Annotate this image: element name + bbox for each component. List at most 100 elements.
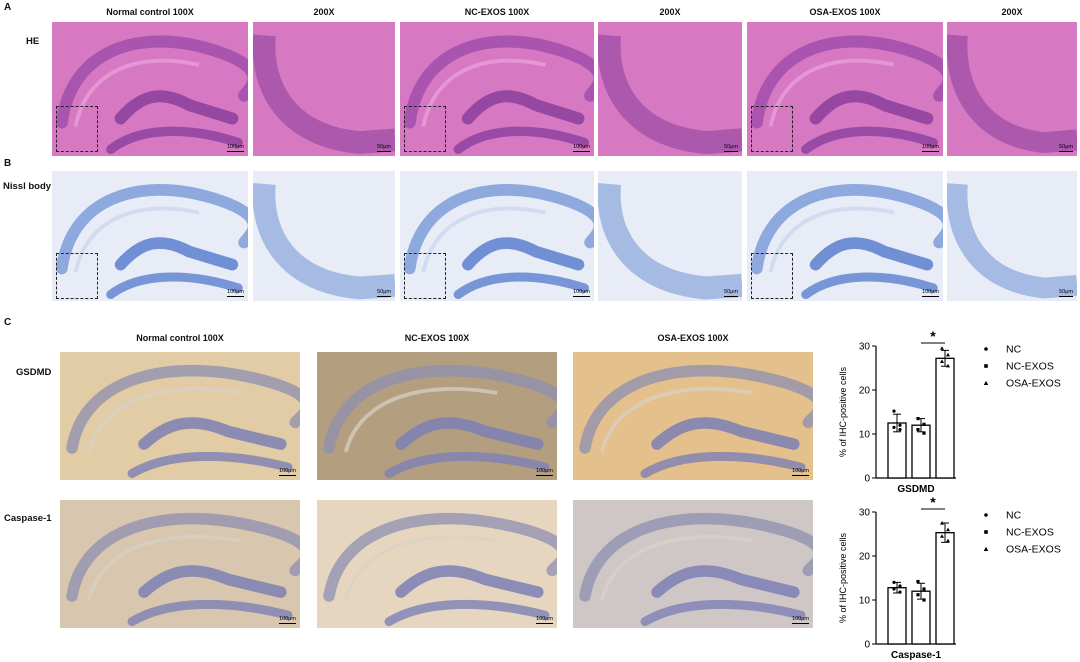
gsdmd-bar-chart: 0 10 20 30 % of IHC-positive cells GSDMD * NC NC… (838, 328, 1061, 495)
column-header-nc-100x: NC-EXOS 100X (464, 7, 530, 17)
scale-bar: 100μm (536, 616, 553, 624)
scale-bar: 50μm (1059, 144, 1073, 152)
y-tick-label: 30 (859, 342, 871, 353)
x-axis-label: GSDMD (897, 484, 934, 495)
ihc-gsdmd-normal-image: 100μm (60, 352, 300, 480)
scale-bar: 50μm (1059, 289, 1073, 297)
legend-label: NC-EXOS (1006, 527, 1054, 539)
data-point (940, 346, 944, 350)
data-point (946, 363, 950, 368)
nissl-osa-100x-image: 100μm (747, 171, 943, 301)
column-header-osa-200x: 200X (1001, 7, 1023, 17)
significance-star: * (930, 328, 936, 344)
he-normal-100x-image: 100μm (52, 22, 248, 156)
scale-bar: 100μm (227, 289, 244, 297)
data-point (922, 587, 926, 591)
data-point (898, 584, 902, 588)
scale-bar-label: 100μm (573, 289, 590, 295)
bar-osa-exos (935, 532, 955, 645)
ihc-gsdmd-osa-image: 100μm (573, 352, 813, 480)
bar-nc-exos (911, 424, 931, 479)
scale-bar-label: 50μm (724, 289, 738, 295)
data-point (916, 417, 920, 421)
legend-label: NC (1006, 510, 1022, 522)
x-axis-label: Caspase-1 (891, 650, 941, 661)
legend-label: NC (1006, 344, 1022, 356)
data-point (898, 590, 902, 594)
scale-bar-label: 100μm (536, 616, 553, 622)
significance-star: * (930, 494, 936, 510)
he-nc-200x-image: 50μm (598, 22, 742, 156)
legend-label: NC-EXOS (1006, 361, 1054, 373)
data-point (892, 409, 896, 413)
legend-marker-circle (984, 513, 988, 517)
column-header-ihc-normal: Normal control 100X (136, 333, 224, 343)
scale-bar: 100μm (922, 289, 939, 297)
nissl-normal-100x-image: 100μm (52, 171, 248, 301)
ihc-caspase1-nc-image: 100μm (317, 500, 557, 628)
scale-bar-label: 100μm (922, 144, 939, 150)
data-point (946, 527, 950, 532)
scale-bar: 100μm (279, 616, 296, 624)
data-point (922, 598, 926, 602)
scale-bar: 100μm (536, 468, 553, 476)
scale-bar-label: 100μm (536, 468, 553, 474)
ihc-caspase1-osa-image: 100μm (573, 500, 813, 628)
panel-label-c: C (4, 317, 12, 328)
y-axis-label: % of IHC-positive cells (838, 532, 848, 623)
data-point (940, 359, 944, 363)
he-osa-100x-image: 100μm (747, 22, 943, 156)
bar-nc (887, 587, 907, 645)
legend-marker-circle (984, 347, 988, 351)
data-point (892, 580, 896, 584)
panel-label-b: B (4, 158, 12, 169)
nissl-nc-100x-image: 100μm (400, 171, 594, 301)
scale-bar-label: 50μm (1059, 289, 1073, 295)
bar-osa-exos (935, 357, 955, 479)
nissl-normal-200x-image: 50μm (253, 171, 395, 301)
scale-bar: 50μm (724, 289, 738, 297)
column-header-osa-100x: OSA-EXOS 100X (809, 7, 881, 17)
y-tick-label: 0 (864, 640, 870, 651)
scale-bar-label: 100μm (573, 144, 590, 150)
row-label-caspase1: Caspase-1 (4, 513, 52, 524)
zoom-region-box (751, 106, 793, 152)
ihc-gsdmd-nc-image: 100μm (317, 352, 557, 480)
legend-marker-square (984, 530, 988, 534)
legend-label: OSA-EXOS (1006, 544, 1061, 556)
he-normal-200x-image: 50μm (253, 22, 395, 156)
zoom-region-box (404, 253, 446, 299)
data-point (892, 425, 896, 429)
column-header-normal-200x: 200X (313, 7, 335, 17)
scale-bar-label: 100μm (792, 616, 809, 622)
row-label-gsdmd: GSDMD (16, 367, 52, 378)
scale-bar-label: 100μm (279, 616, 296, 622)
zoom-region-box (56, 253, 98, 299)
zoom-region-box (751, 253, 793, 299)
legend-marker-triangle (983, 546, 989, 551)
data-point (892, 587, 896, 591)
zoom-region-box (56, 106, 98, 152)
ihc-caspase1-normal-image: 100μm (60, 500, 300, 628)
data-point (916, 593, 920, 597)
scale-bar-label: 100μm (279, 468, 296, 474)
scale-bar: 100μm (573, 144, 590, 152)
y-tick-label: 10 (859, 596, 871, 607)
nissl-nc-200x-image: 50μm (598, 171, 742, 301)
column-header-ihc-osa: OSA-EXOS 100X (657, 333, 729, 343)
scale-bar: 100μm (792, 468, 809, 476)
y-axis-label: % of IHC-positive cells (838, 366, 848, 457)
data-point (916, 428, 920, 432)
column-header-ihc-nc: NC-EXOS 100X (404, 333, 470, 343)
scale-bar-label: 50μm (377, 289, 391, 295)
scale-bar-label: 50μm (377, 144, 391, 150)
scale-bar-label: 100μm (792, 468, 809, 474)
legend-label: OSA-EXOS (1006, 378, 1061, 390)
scale-bar: 100μm (792, 616, 809, 624)
scale-bar-label: 50μm (1059, 144, 1073, 150)
row-label-nissl: Nissl body (3, 181, 52, 192)
data-point (922, 422, 926, 426)
legend-marker-square (984, 364, 988, 368)
scale-bar: 100μm (922, 144, 939, 152)
scale-bar: 50μm (377, 144, 391, 152)
